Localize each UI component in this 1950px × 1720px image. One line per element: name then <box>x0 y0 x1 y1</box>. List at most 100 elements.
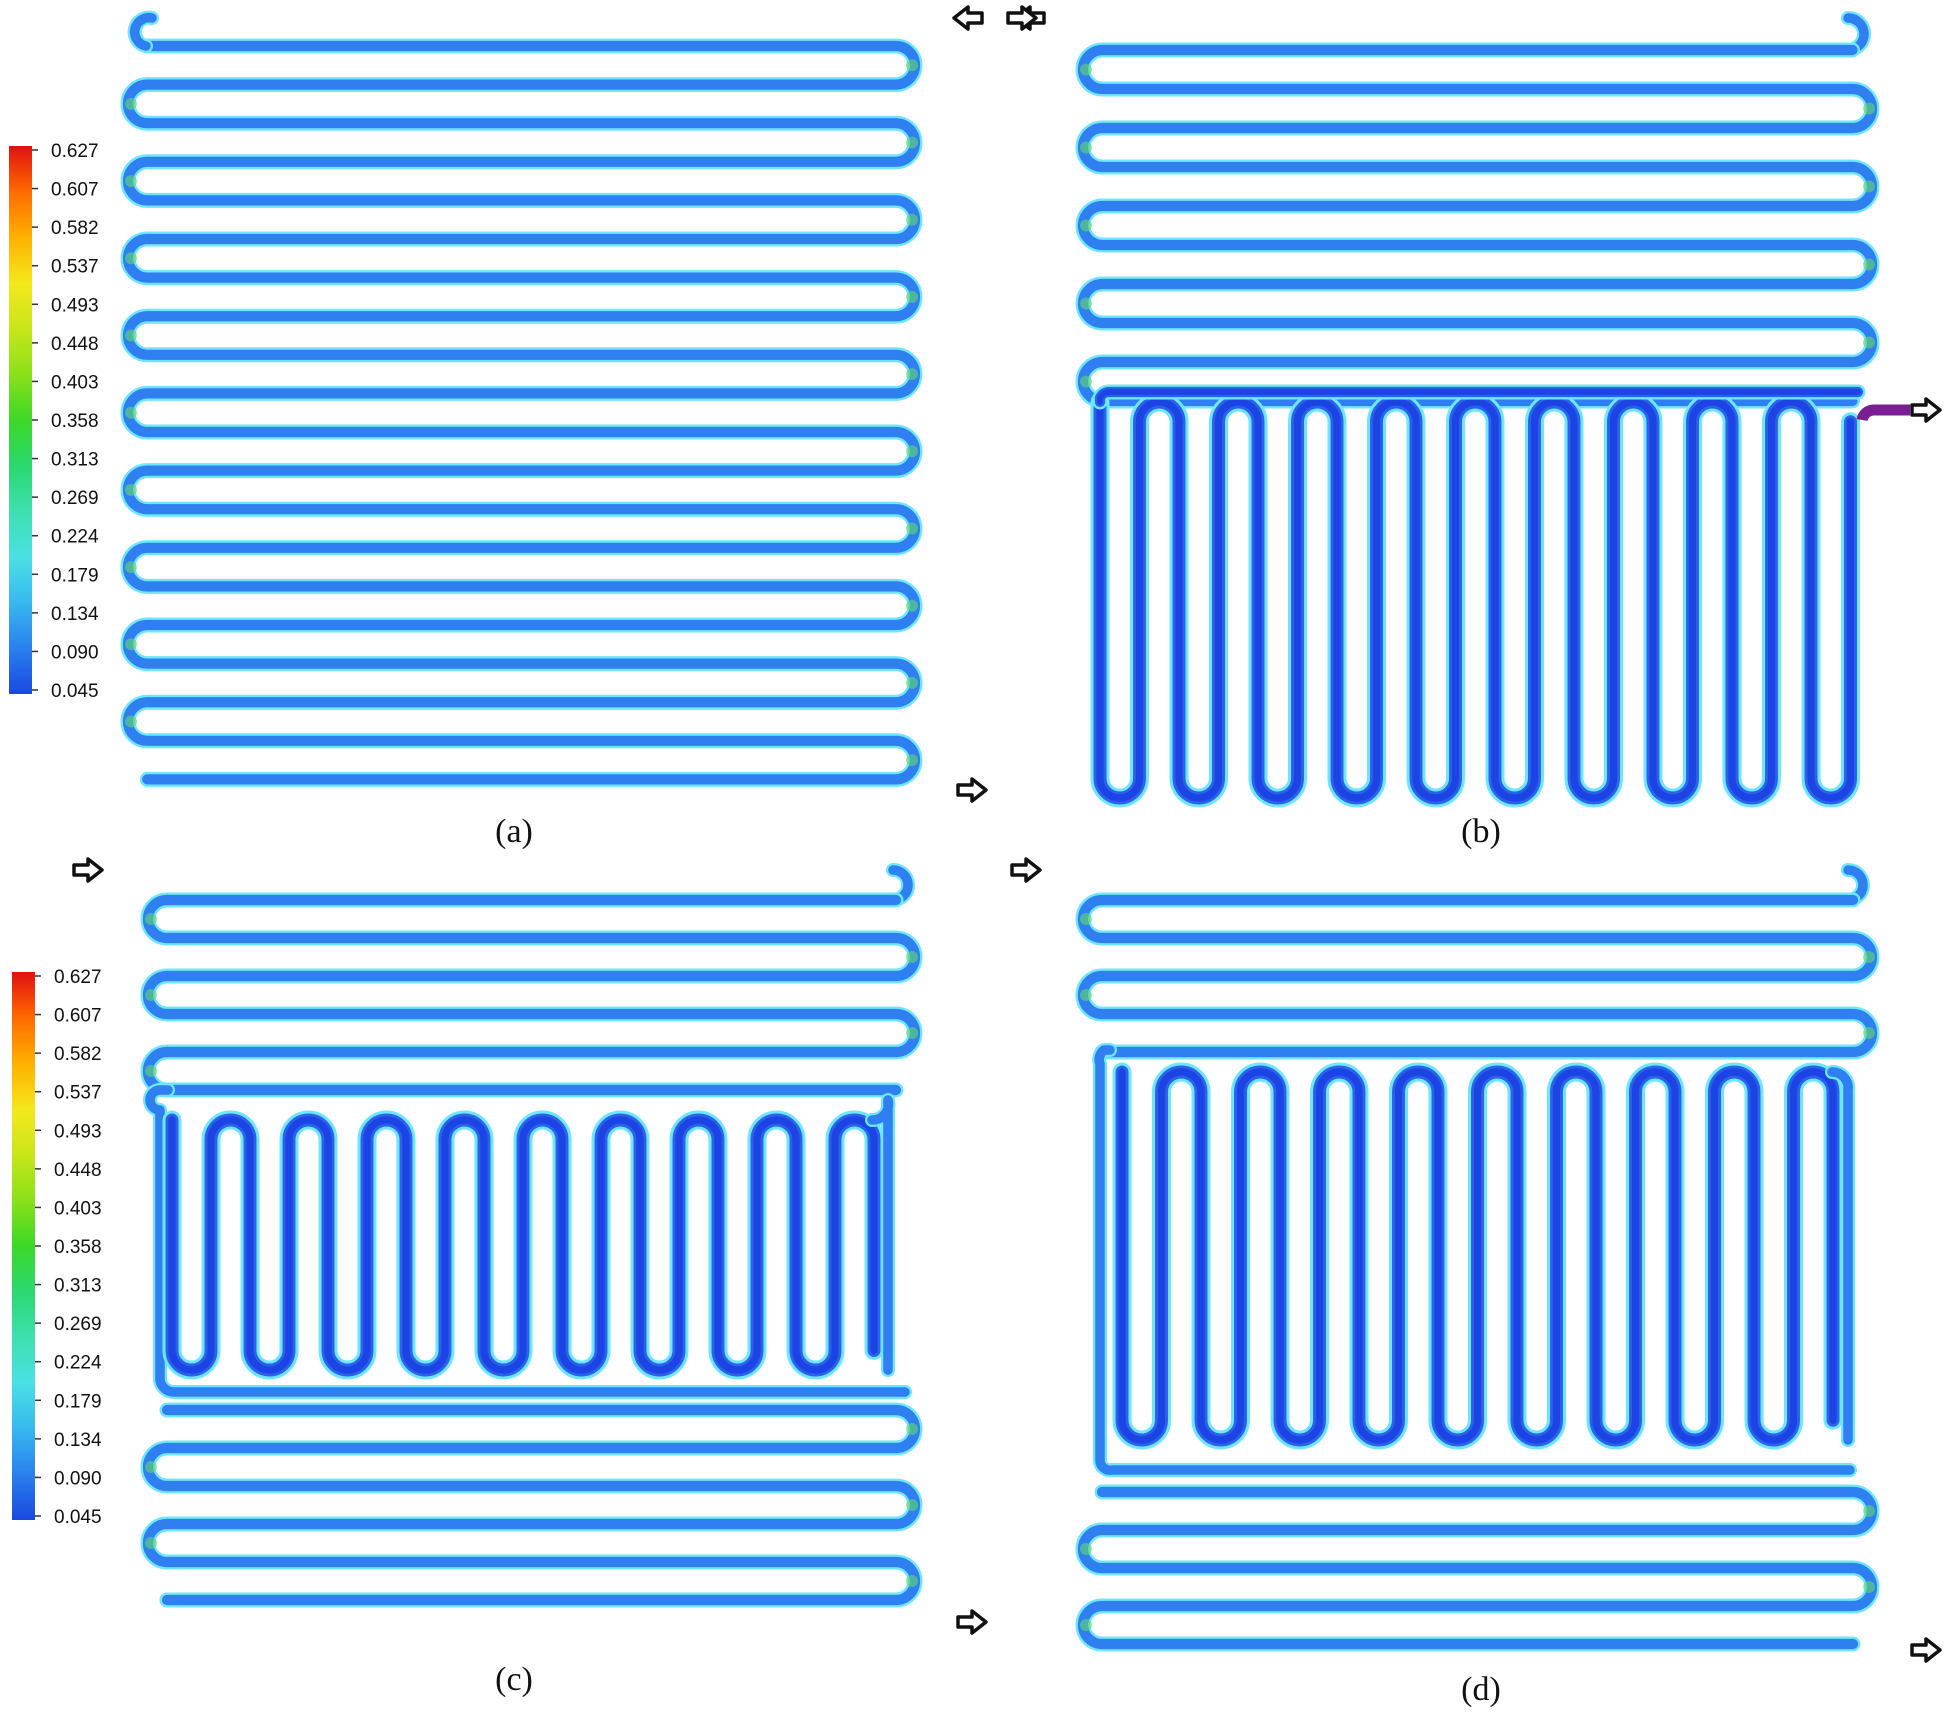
colorbar-tick-label: 0.134 <box>54 1430 102 1451</box>
hotspot <box>145 913 157 925</box>
hotspot <box>1863 1581 1875 1593</box>
hotspot <box>125 715 137 728</box>
hotspot <box>906 445 918 458</box>
channel-wall <box>1075 42 1880 409</box>
hotspot <box>125 175 137 188</box>
channel-core <box>1096 398 1855 802</box>
outlet-pipe <box>1856 404 1910 422</box>
hotspot <box>145 1461 157 1473</box>
colorbar-tick-label: 0.134 <box>51 604 99 625</box>
channel-flow <box>1094 1045 1855 1475</box>
colorbar-tick-label: 0.179 <box>51 565 99 586</box>
hotspot <box>1080 141 1092 154</box>
panel-d: (d) <box>1010 857 1942 1708</box>
channel-flow <box>129 12 157 51</box>
colorbar-tick-label: 0.045 <box>51 681 99 702</box>
colorbar-tick-label: 0.313 <box>51 450 99 471</box>
colorbar-tick-label: 0.627 <box>51 141 99 162</box>
outline-arrow-icon <box>956 777 988 803</box>
channel-core <box>1097 389 1861 405</box>
channel-flow <box>1827 1067 1853 1445</box>
hotspot <box>906 951 918 963</box>
hotspot <box>1863 102 1875 115</box>
colorbar-tick-label: 0.607 <box>54 1006 102 1027</box>
hotspot <box>906 754 918 767</box>
outline-arrow-icon <box>1006 5 1038 31</box>
hotspot <box>906 213 918 226</box>
hotspot <box>1080 375 1092 388</box>
colorbar-tick-label: 0.448 <box>51 334 99 355</box>
hotspot <box>906 1499 918 1511</box>
colorbar-tick-label: 0.403 <box>54 1198 102 1219</box>
colorbar-tick-label: 0.313 <box>54 1276 102 1297</box>
channel-flow <box>142 1404 921 1606</box>
colorbar-tick-label: 0.627 <box>54 967 102 988</box>
channel-flow <box>867 1095 894 1375</box>
channel-flow <box>145 1085 910 1397</box>
hotspot <box>125 638 137 651</box>
colorbar-bottom: 0.627 0.607 0.582 0.537 0.493 0.448 0.403 0.358… <box>12 967 102 1528</box>
hotspot <box>1080 63 1092 76</box>
colorbar-gradient <box>9 146 32 694</box>
colorbar-tick-label: 0.269 <box>51 488 99 509</box>
channel-flow <box>1077 1486 1878 1650</box>
hotspot <box>1863 1027 1875 1039</box>
outline-arrow-icon <box>1910 1637 1942 1663</box>
channel-flow <box>1077 44 1878 407</box>
hotspot <box>1863 180 1875 193</box>
hotspot <box>145 1537 157 1549</box>
hotspot <box>125 97 137 110</box>
panel-label-a: (a) <box>495 813 533 850</box>
panel-c: (c) <box>72 857 988 1698</box>
colorbar-tick-label: 0.358 <box>51 411 99 432</box>
hotspot <box>906 599 918 612</box>
outline-arrow-icon <box>72 857 104 883</box>
panel-label-c: (c) <box>495 1661 533 1698</box>
outline-arrow-icon <box>1010 857 1042 883</box>
hotspot <box>1863 951 1875 963</box>
hotspot <box>1080 1619 1092 1631</box>
colorbar-tick-label: 0.582 <box>51 218 99 239</box>
hotspot <box>125 483 137 496</box>
colorbar-tick-label: 0.045 <box>54 1507 102 1528</box>
colorbar-tick-label: 0.537 <box>51 257 99 278</box>
hotspot <box>906 522 918 535</box>
hotspot <box>1080 989 1092 1001</box>
channel-wall <box>140 1402 923 1608</box>
colorbar-tick-label: 0.358 <box>54 1237 102 1258</box>
outline-arrow-icon <box>956 1609 988 1635</box>
colorbar-tick-label: 0.448 <box>54 1160 102 1181</box>
hotspot <box>1080 913 1092 925</box>
hotspot <box>145 1065 157 1077</box>
channel-wall <box>140 892 923 1098</box>
panel-label-d: (d) <box>1461 1671 1501 1708</box>
hotspot <box>906 59 918 72</box>
hotspot <box>1080 297 1092 310</box>
colorbar-tick-label: 0.582 <box>54 1044 102 1065</box>
colorbar-tick-label: 0.403 <box>51 372 99 393</box>
colorbar-tick-label: 0.090 <box>54 1468 102 1489</box>
hotspot <box>1080 1543 1092 1555</box>
hotspot <box>1863 258 1875 271</box>
hotspot <box>906 136 918 149</box>
channel-core <box>168 1116 878 1374</box>
channel-flow <box>142 894 921 1096</box>
hotspot <box>1080 219 1092 232</box>
hotspot <box>906 1575 918 1587</box>
hotspot <box>1863 336 1875 349</box>
colorbar-tick-label: 0.493 <box>54 1121 102 1142</box>
hotspot <box>906 368 918 381</box>
outline-arrow-icon <box>1910 397 1942 423</box>
channel-flow <box>1093 395 1857 805</box>
colorbar-tick-label: 0.224 <box>54 1353 102 1374</box>
hotspot <box>145 989 157 1001</box>
hotspot <box>906 290 918 303</box>
hotspot <box>906 1027 918 1039</box>
colorbar-gradient <box>12 972 35 1520</box>
channel-flow <box>1077 894 1878 1058</box>
hotspot <box>1863 1505 1875 1517</box>
colorbar-tick-label: 0.179 <box>54 1391 102 1412</box>
hotspot <box>125 406 137 419</box>
hotspot <box>906 1423 918 1435</box>
